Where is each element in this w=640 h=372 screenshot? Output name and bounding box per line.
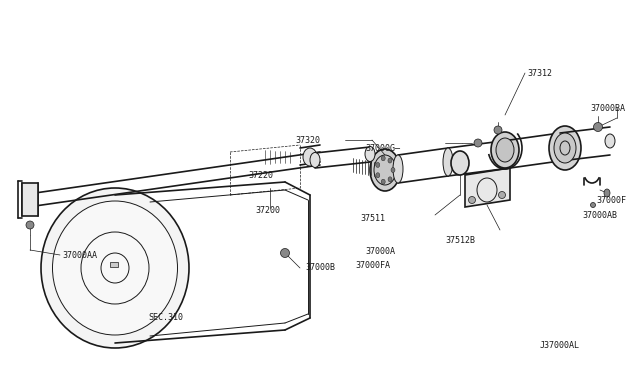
Ellipse shape — [310, 153, 320, 167]
Ellipse shape — [443, 148, 453, 176]
Ellipse shape — [370, 149, 400, 191]
Text: 37000AB: 37000AB — [582, 211, 617, 219]
Ellipse shape — [496, 138, 514, 162]
Ellipse shape — [549, 126, 581, 170]
Ellipse shape — [374, 155, 396, 185]
Ellipse shape — [41, 188, 189, 348]
Ellipse shape — [388, 177, 392, 182]
Ellipse shape — [604, 189, 610, 197]
Text: 37000AA: 37000AA — [62, 250, 97, 260]
Text: 37200: 37200 — [255, 205, 280, 215]
Ellipse shape — [491, 132, 519, 168]
Ellipse shape — [591, 202, 595, 208]
Polygon shape — [22, 183, 38, 216]
Ellipse shape — [26, 221, 34, 229]
Ellipse shape — [605, 134, 615, 148]
Ellipse shape — [393, 155, 403, 183]
Text: 37000BA: 37000BA — [590, 103, 625, 112]
Ellipse shape — [381, 156, 385, 161]
Text: J37000AL: J37000AL — [540, 340, 580, 350]
Text: 37000B: 37000B — [305, 263, 335, 273]
Ellipse shape — [554, 133, 576, 163]
Text: 37000FA: 37000FA — [355, 260, 390, 269]
Ellipse shape — [376, 173, 380, 178]
Ellipse shape — [303, 148, 317, 166]
Ellipse shape — [593, 122, 602, 131]
Ellipse shape — [388, 158, 392, 163]
Text: 37000F: 37000F — [596, 196, 626, 205]
Text: 37320: 37320 — [295, 135, 320, 144]
Ellipse shape — [468, 196, 476, 203]
Text: 37000G—: 37000G— — [365, 144, 400, 153]
Polygon shape — [110, 262, 118, 267]
Ellipse shape — [451, 151, 469, 175]
Ellipse shape — [494, 126, 502, 134]
Ellipse shape — [376, 163, 380, 167]
Text: 37220: 37220 — [248, 170, 273, 180]
Text: 37511: 37511 — [360, 214, 385, 222]
Ellipse shape — [474, 139, 482, 147]
Polygon shape — [465, 168, 510, 207]
Ellipse shape — [499, 192, 506, 199]
Text: 37000A: 37000A — [365, 247, 395, 257]
Text: SEC.310: SEC.310 — [148, 314, 183, 323]
Text: 37312: 37312 — [527, 68, 552, 77]
Ellipse shape — [52, 201, 177, 335]
Ellipse shape — [391, 167, 395, 173]
Ellipse shape — [280, 248, 289, 257]
Ellipse shape — [381, 179, 385, 184]
Text: 37512B: 37512B — [445, 235, 475, 244]
Ellipse shape — [365, 147, 375, 161]
